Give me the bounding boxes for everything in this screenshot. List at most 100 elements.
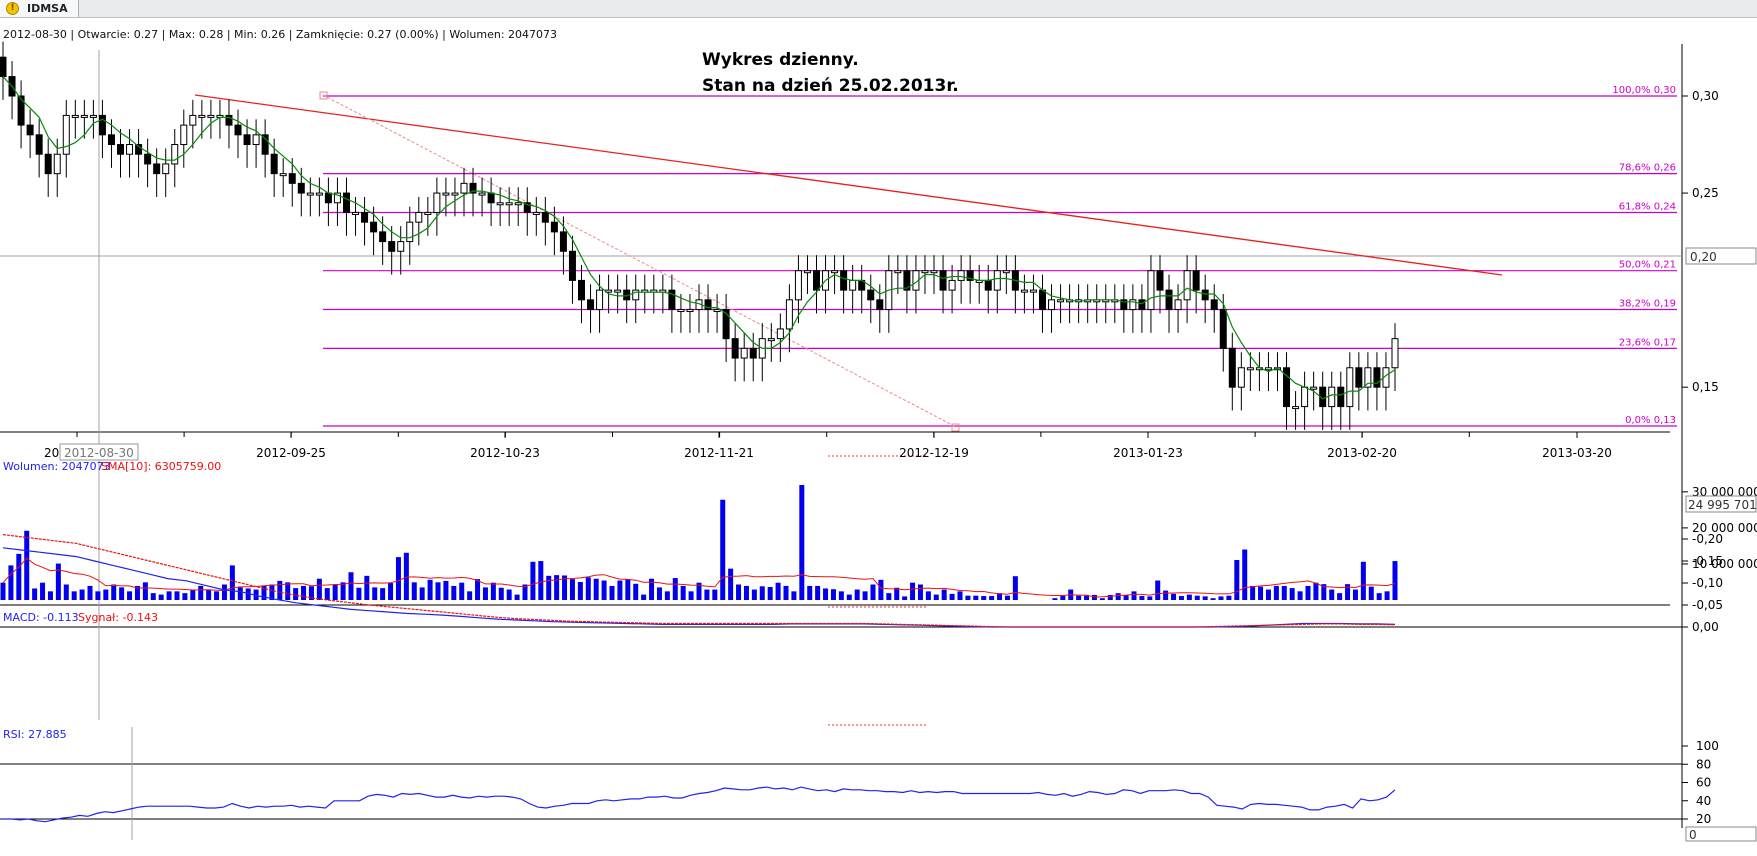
fib-label: 78,6% 0,26 xyxy=(1619,163,1676,174)
volume-bar xyxy=(656,587,662,600)
volume-bar xyxy=(348,572,354,600)
volume-bar xyxy=(625,579,631,600)
volume-bar xyxy=(1210,598,1216,600)
volume-bar xyxy=(1147,596,1153,600)
volume-sma-label: SMA[10]: 6305759.00 xyxy=(101,460,221,473)
volume-bar xyxy=(688,591,694,600)
candle-body xyxy=(704,299,712,311)
candle-body xyxy=(550,221,558,233)
candle-body xyxy=(1292,406,1300,410)
volume-bar xyxy=(902,596,908,600)
volume-bar xyxy=(989,596,995,600)
volume-bar xyxy=(791,591,797,600)
volume-bar xyxy=(862,591,868,600)
volume-bar xyxy=(1131,591,1137,600)
price-tick-label: 0,15 xyxy=(1692,380,1719,394)
signal-label: Sygnał: -0.143 xyxy=(78,611,158,624)
candle-body xyxy=(785,299,793,330)
candle-body xyxy=(306,192,314,196)
volume-bar xyxy=(475,579,481,600)
volume-bar xyxy=(870,584,876,600)
current-volume-label: 24 995 701 xyxy=(1688,498,1757,512)
candle-body xyxy=(568,250,576,281)
volume-bar xyxy=(1076,595,1082,600)
candle-body xyxy=(225,114,233,126)
candle-body xyxy=(135,144,143,155)
candle-body xyxy=(813,270,821,291)
fib-anchor-line[interactable] xyxy=(322,94,957,428)
volume-bar xyxy=(316,578,322,600)
candle-body xyxy=(98,114,106,136)
volume-bar xyxy=(767,587,773,600)
fib-label: 100,0% 0,30 xyxy=(1612,85,1676,96)
volume-bar xyxy=(569,579,575,600)
volume-bar xyxy=(1178,596,1184,600)
volume-bar xyxy=(704,589,710,600)
candle-body xyxy=(207,114,215,118)
volume-bar xyxy=(514,594,520,600)
volume-bar xyxy=(47,591,53,600)
volume-bar xyxy=(1258,586,1264,600)
candle-body xyxy=(984,279,992,291)
candle-body xyxy=(1183,270,1191,301)
candle-body xyxy=(1391,338,1399,369)
volume-bar xyxy=(8,565,14,600)
fib-anchor-top-handle[interactable] xyxy=(319,91,328,100)
volume-bar xyxy=(751,589,757,600)
volume-bar xyxy=(1163,590,1169,600)
candle-body xyxy=(1020,289,1028,293)
volume-bar xyxy=(498,587,504,600)
volume-bar xyxy=(759,586,765,600)
volume-bar xyxy=(1289,588,1295,600)
candle-body xyxy=(406,221,414,243)
volume-bar xyxy=(277,580,283,600)
volume-bar xyxy=(1060,595,1066,600)
volume-bar xyxy=(1337,593,1343,600)
candle-body xyxy=(587,299,595,311)
volume-bar xyxy=(910,582,916,600)
volume-bar xyxy=(1360,561,1366,600)
volume-bar xyxy=(830,589,836,600)
volume-bar xyxy=(593,578,599,600)
candle-body xyxy=(171,144,179,165)
fib-label: 23,6% 0,17 xyxy=(1619,337,1676,348)
volume-sma-line xyxy=(2,557,1396,598)
candle-body xyxy=(0,56,7,78)
candle-body xyxy=(831,270,839,274)
tab-idmsa[interactable]: ! IDMSA xyxy=(0,0,79,17)
candle-body xyxy=(424,211,432,215)
candle-body xyxy=(388,241,396,252)
candle-body xyxy=(930,270,938,274)
volume-bar xyxy=(269,584,275,600)
volume-bar xyxy=(680,585,686,600)
volume-bar xyxy=(807,585,813,600)
volume-bar xyxy=(467,591,473,600)
x-tick-label: 2013-03-20 xyxy=(1542,446,1612,460)
candle-body xyxy=(433,192,441,213)
volume-bar xyxy=(198,585,204,600)
volume-bar xyxy=(799,485,805,600)
volume-bar xyxy=(1368,586,1374,600)
x-tick-label: 2013-01-23 xyxy=(1113,446,1183,460)
volume-bar xyxy=(459,582,465,600)
volume-bar xyxy=(55,563,61,600)
volume-bar xyxy=(538,561,544,600)
price-axis: 0,30 0,25 0,15 xyxy=(1682,89,1719,394)
fib-anchor-bottom-handle[interactable] xyxy=(951,423,960,432)
volume-bar xyxy=(308,586,314,600)
volume-bar xyxy=(388,583,394,600)
volume-bar xyxy=(672,578,678,600)
candle-body xyxy=(1364,367,1372,388)
volume-bar xyxy=(1226,595,1232,600)
candle-body xyxy=(731,338,739,359)
header-info: 2012-08-30 | Otwarcie: 0.27 | Max: 0.28 … xyxy=(3,28,557,41)
volume-tick-label: 30 000 000 xyxy=(1692,485,1757,499)
candle-body xyxy=(415,211,423,223)
trend-line[interactable] xyxy=(194,94,1503,276)
volume-bar xyxy=(783,585,789,600)
volume-bar xyxy=(142,582,148,600)
rsi-tick-label: 80 xyxy=(1696,757,1711,771)
volume-bar xyxy=(894,587,900,600)
candle-body xyxy=(1310,386,1318,390)
